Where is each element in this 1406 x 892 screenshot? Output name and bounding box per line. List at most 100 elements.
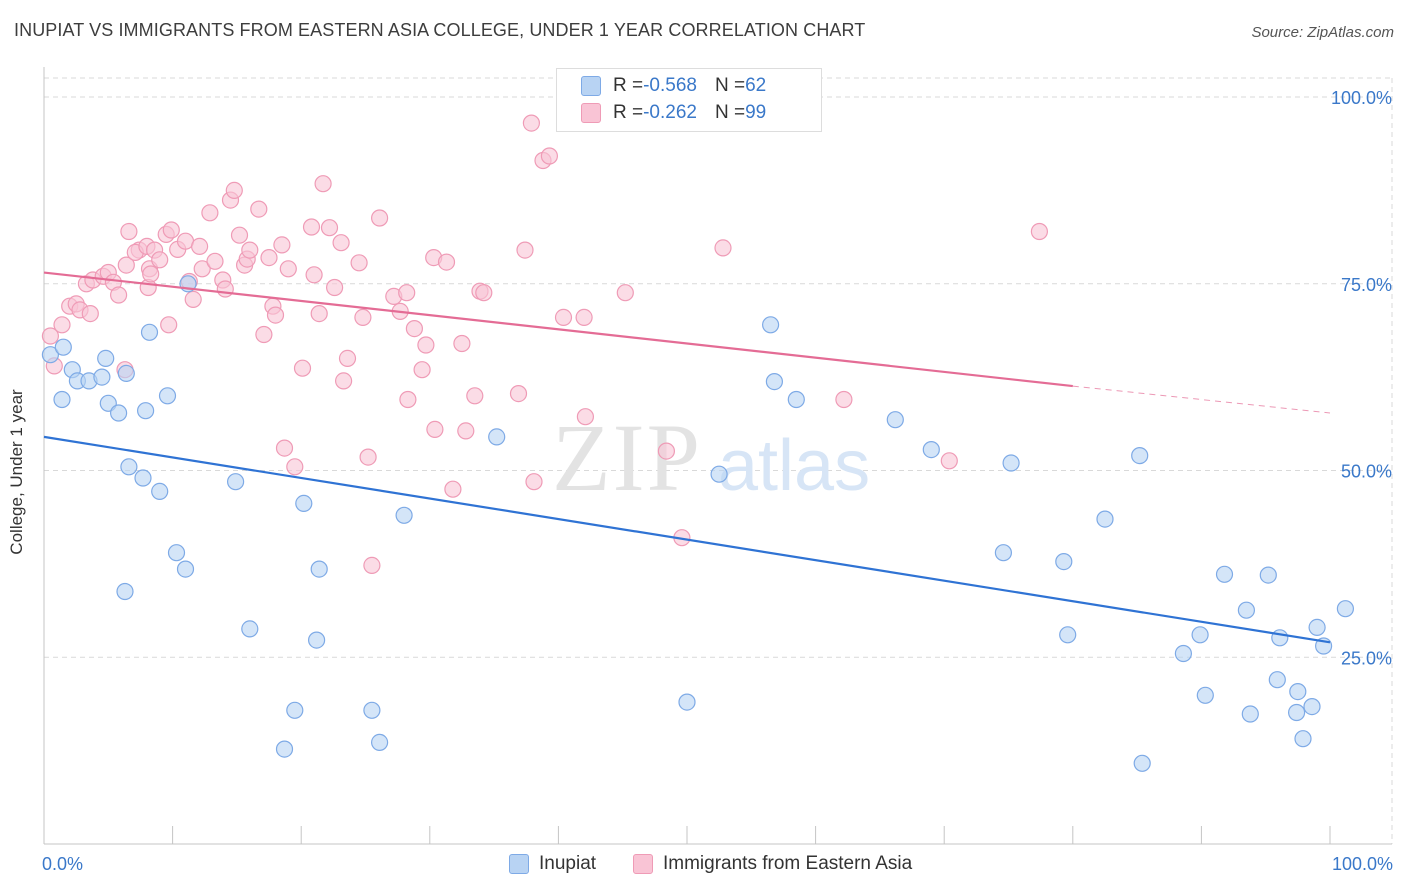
point-inupiat	[275, 740, 294, 758]
point-eastern-asia	[466, 387, 484, 405]
point-eastern-asia	[332, 234, 350, 252]
point-eastern-asia	[151, 251, 169, 269]
point-inupiat	[678, 693, 696, 711]
watermark: ZIP atlas	[552, 404, 870, 511]
bottom-legend-swatch-eastern-asia	[633, 854, 653, 874]
point-inupiat	[310, 560, 328, 578]
x-tick-label: 0.0%	[42, 854, 83, 874]
point-eastern-asia	[540, 147, 559, 165]
point-inupiat	[1174, 644, 1193, 663]
legend-r-value: -0.262	[643, 102, 697, 123]
point-eastern-asia	[575, 308, 593, 326]
y-axis-label: College, Under 1 year	[7, 389, 26, 555]
point-inupiat	[158, 387, 177, 405]
point-inupiat	[1259, 566, 1277, 584]
trend-line-eastern-asia	[43, 271, 1073, 388]
point-eastern-asia	[184, 290, 202, 308]
trend-line-inupiat	[43, 435, 1331, 644]
watermark-atlas: atlas	[718, 426, 870, 506]
point-inupiat	[363, 701, 381, 719]
legend-r-label: R =	[613, 102, 644, 123]
point-eastern-asia	[444, 480, 462, 498]
point-inupiat	[134, 469, 152, 487]
watermark-zip: ZIP	[552, 404, 702, 511]
chart-title: INUPIAT VS IMMIGRANTS FROM EASTERN ASIA …	[14, 20, 866, 40]
point-inupiat	[1191, 626, 1209, 644]
point-eastern-asia	[554, 308, 573, 326]
point-eastern-asia	[120, 222, 138, 241]
point-eastern-asia	[576, 408, 595, 426]
point-eastern-asia	[354, 308, 372, 326]
point-inupiat	[41, 346, 60, 364]
point-eastern-asia	[216, 280, 234, 298]
point-inupiat	[120, 458, 138, 476]
bottom-legend-swatch-inupiat	[509, 854, 529, 874]
point-inupiat	[765, 373, 784, 391]
point-inupiat	[1133, 754, 1151, 772]
point-eastern-asia	[286, 458, 304, 476]
point-eastern-asia	[260, 249, 278, 267]
point-inupiat	[109, 404, 128, 422]
point-eastern-asia	[359, 448, 377, 466]
point-inupiat	[54, 338, 72, 356]
point-eastern-asia	[371, 209, 389, 227]
point-inupiat	[53, 390, 71, 409]
point-eastern-asia	[522, 114, 541, 132]
point-inupiat	[1096, 510, 1114, 528]
bottom-legend-label-eastern-asia: Immigrants from Eastern Asia	[663, 853, 913, 874]
point-inupiat	[295, 494, 313, 512]
point-eastern-asia	[475, 284, 493, 302]
point-inupiat	[1336, 600, 1355, 618]
point-eastern-asia	[225, 181, 243, 199]
legend-n-label: N =	[714, 75, 746, 96]
point-eastern-asia	[413, 361, 431, 379]
point-eastern-asia	[335, 372, 353, 390]
point-inupiat	[140, 323, 159, 341]
point-inupiat	[886, 411, 904, 429]
point-eastern-asia	[320, 219, 339, 237]
point-eastern-asia	[266, 306, 285, 324]
bottom-legend-inupiat: Inupiat	[509, 852, 596, 876]
point-eastern-asia	[616, 284, 634, 302]
tick-labels: 25.0% 50.0% 75.0% 100.0% 0.0% 100.0%	[42, 88, 1393, 874]
point-eastern-asia	[657, 442, 676, 460]
point-eastern-asia	[363, 556, 381, 575]
point-eastern-asia	[142, 265, 160, 283]
point-eastern-asia	[162, 221, 180, 239]
point-inupiat	[1294, 730, 1312, 748]
legend-r-value: -0.568	[643, 75, 697, 96]
chart-source: Source: ZipAtlas.com	[1251, 24, 1394, 41]
point-eastern-asia	[191, 237, 209, 255]
point-inupiat	[241, 620, 259, 638]
point-eastern-asia	[206, 252, 224, 270]
y-tick-label: 25.0%	[1341, 648, 1392, 668]
point-eastern-asia	[193, 260, 211, 278]
point-inupiat	[1303, 697, 1321, 716]
legend-r-label: R =	[613, 75, 644, 96]
x-tick-label: 100.0%	[1332, 854, 1393, 874]
point-inupiat	[167, 544, 186, 562]
point-eastern-asia	[293, 359, 312, 377]
point-inupiat	[1268, 671, 1286, 689]
data-points	[41, 114, 1355, 772]
point-eastern-asia	[201, 204, 219, 222]
point-eastern-asia	[326, 278, 344, 297]
bottom-legend-label-inupiat: Inupiat	[539, 853, 597, 874]
point-eastern-asia	[273, 236, 291, 254]
point-inupiat	[710, 465, 728, 483]
point-eastern-asia	[350, 254, 368, 272]
y-tick-label: 50.0%	[1341, 462, 1392, 482]
point-eastern-asia	[230, 226, 249, 244]
point-inupiat	[227, 473, 245, 491]
point-eastern-asia	[314, 175, 332, 193]
legend-row-inupiat: R = -0.568 N = 62	[581, 74, 766, 98]
point-eastern-asia	[457, 422, 475, 440]
point-inupiat	[1271, 629, 1289, 647]
point-inupiat	[371, 733, 389, 752]
y-tick-label: 75.0%	[1341, 275, 1392, 295]
point-eastern-asia	[399, 390, 417, 409]
point-eastern-asia	[109, 286, 128, 304]
point-inupiat	[761, 316, 780, 334]
point-inupiat	[117, 364, 135, 382]
